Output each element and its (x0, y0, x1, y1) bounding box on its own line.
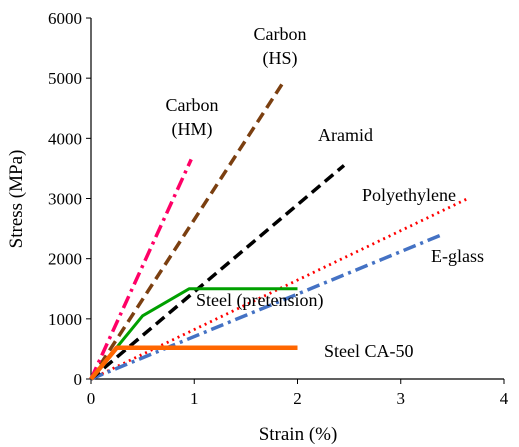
x-tick-label: 1 (190, 389, 199, 408)
x-tick-label: 2 (293, 389, 302, 408)
series-line-e-glass (90, 232, 443, 381)
axes: 0 1 2 3 4 0 1000 2000 3000 4000 5000 6000 (48, 9, 509, 408)
series-label-carbon-hm: (HM) (172, 119, 213, 140)
series-label-polyethylene: Polyethylene (362, 185, 456, 205)
y-tick-label: 0 (74, 370, 83, 389)
y-tick-label: 1000 (48, 310, 82, 329)
series-label-carbon-hm: Carbon (166, 95, 219, 115)
series-line-carbon-hm (89, 158, 193, 380)
series-label-e-glass: E-glass (431, 246, 484, 266)
series-label-carbon-hs: (HS) (263, 48, 298, 69)
series-line-carbon-hs (89, 83, 284, 380)
series-label-carbon-hs: Carbon (254, 24, 307, 44)
x-axis-title: Strain (%) (259, 424, 338, 445)
series-line-steel-ca50 (89, 345, 298, 381)
series-label-steel-pretension: Steel (pretension) (196, 290, 323, 311)
series-line-polyethylene (90, 197, 469, 381)
y-tick-label: 2000 (48, 250, 82, 269)
y-tick-label: 3000 (48, 190, 82, 209)
y-axis-title: Stress (MPa) (6, 150, 27, 249)
series-label-aramid: Aramid (318, 125, 373, 145)
x-tick-label: 0 (87, 389, 96, 408)
x-tick-label: 3 (397, 389, 406, 408)
series-line-aramid (89, 164, 346, 381)
series-lines (89, 83, 469, 381)
series-labels: Carbon (HM) Carbon (HS) Aramid Polyethylene E-… (166, 24, 485, 361)
x-tick-label: 4 (500, 389, 509, 408)
y-tick-label: 5000 (48, 69, 82, 88)
y-tick-label: 6000 (48, 9, 82, 28)
y-tick-label: 4000 (48, 129, 82, 148)
series-label-steel-ca50: Steel CA-50 (324, 341, 414, 361)
